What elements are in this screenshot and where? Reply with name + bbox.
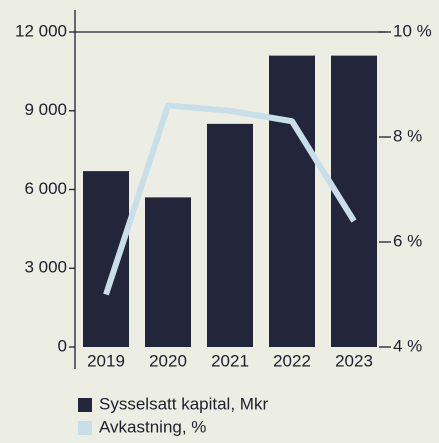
y2-tick-label: 4 % xyxy=(393,336,422,355)
y2-tick-label: 6 % xyxy=(393,231,422,250)
line-series xyxy=(103,102,357,296)
bar xyxy=(83,171,129,347)
legend-swatch xyxy=(78,421,92,435)
legend-label: Sysselsatt kapital, Mkr xyxy=(99,394,268,413)
bar xyxy=(269,55,315,347)
bar xyxy=(145,197,191,347)
y2-tick-label: 10 % xyxy=(393,21,432,40)
y-tick-label: 6 000 xyxy=(24,179,67,198)
legend-label: Avkastning, % xyxy=(99,417,206,436)
y-tick-label: 3 000 xyxy=(24,258,67,277)
y-tick-label: 12 000 xyxy=(15,21,67,40)
bar xyxy=(331,55,377,347)
x-tick-label: 2021 xyxy=(211,351,249,370)
legend-swatch xyxy=(78,398,92,412)
bar xyxy=(207,123,253,347)
x-tick-label: 2023 xyxy=(335,351,373,370)
y2-tick-label: 8 % xyxy=(393,126,422,145)
x-tick-label: 2019 xyxy=(87,351,125,370)
x-tick-label: 2022 xyxy=(273,351,311,370)
y-tick-label: 0 xyxy=(58,336,67,355)
y-tick-label: 9 000 xyxy=(24,100,67,119)
x-tick-label: 2020 xyxy=(149,351,187,370)
